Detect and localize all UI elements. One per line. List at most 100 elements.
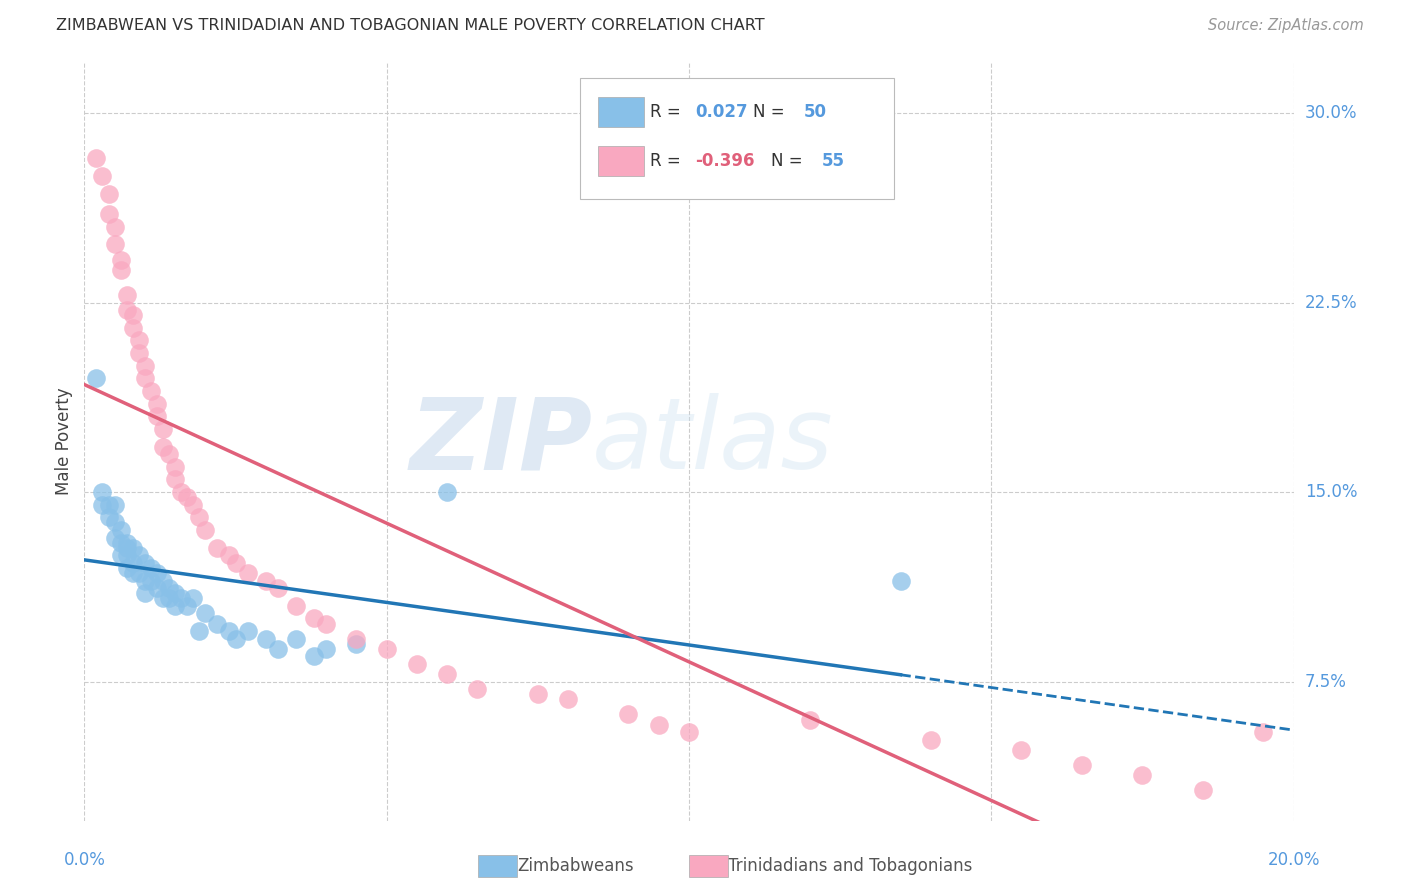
Point xyxy=(115,561,138,575)
Point xyxy=(207,541,229,555)
Point xyxy=(315,641,337,656)
Point xyxy=(194,523,217,537)
Point xyxy=(152,591,174,606)
Point xyxy=(267,641,290,656)
Point xyxy=(194,607,217,621)
Text: Source: ZipAtlas.com: Source: ZipAtlas.com xyxy=(1208,18,1364,33)
Point xyxy=(165,586,187,600)
Point xyxy=(115,541,138,555)
Text: Trinidadians and Tobagonians: Trinidadians and Tobagonians xyxy=(728,857,973,875)
Point xyxy=(104,498,127,512)
Point xyxy=(104,516,127,530)
Point xyxy=(97,207,120,221)
Point xyxy=(188,624,211,639)
Point xyxy=(86,152,108,166)
Point xyxy=(146,396,169,410)
Text: -0.396: -0.396 xyxy=(695,152,755,170)
Text: R =: R = xyxy=(650,152,686,170)
Point xyxy=(110,262,132,277)
Point xyxy=(188,510,211,524)
Point xyxy=(165,473,187,487)
Point xyxy=(121,566,143,580)
Point xyxy=(128,548,150,563)
Text: 22.5%: 22.5% xyxy=(1305,293,1357,311)
Text: 0.027: 0.027 xyxy=(695,103,748,120)
Point xyxy=(115,288,138,302)
Point xyxy=(346,637,368,651)
Text: 20.0%: 20.0% xyxy=(1267,851,1320,869)
Point xyxy=(146,409,169,424)
Point xyxy=(557,692,579,706)
Point xyxy=(86,371,108,385)
Point xyxy=(1192,783,1215,797)
Point xyxy=(97,510,120,524)
Point xyxy=(134,359,156,373)
Point xyxy=(375,641,398,656)
Point xyxy=(91,498,114,512)
Point xyxy=(436,485,458,500)
Point xyxy=(97,186,120,201)
Point xyxy=(115,303,138,318)
Point xyxy=(1071,758,1094,772)
Point xyxy=(139,561,162,575)
Point xyxy=(115,535,138,549)
Point xyxy=(115,548,138,563)
Point xyxy=(920,732,942,747)
Point xyxy=(181,591,204,606)
Text: 30.0%: 30.0% xyxy=(1305,104,1357,122)
Point xyxy=(91,169,114,184)
Point xyxy=(110,535,132,549)
Y-axis label: Male Poverty: Male Poverty xyxy=(55,388,73,495)
Text: 50: 50 xyxy=(804,103,827,120)
FancyBboxPatch shape xyxy=(599,96,644,127)
Point xyxy=(165,599,187,613)
Point xyxy=(436,667,458,681)
Point xyxy=(152,422,174,436)
Point xyxy=(110,548,132,563)
Text: N =: N = xyxy=(754,103,790,120)
Point xyxy=(218,624,240,639)
Point xyxy=(146,566,169,580)
Text: N =: N = xyxy=(770,152,808,170)
Text: 7.5%: 7.5% xyxy=(1305,673,1347,690)
Text: ZIP: ZIP xyxy=(409,393,592,490)
Point xyxy=(139,384,162,398)
Text: ZIMBABWEAN VS TRINIDADIAN AND TOBAGONIAN MALE POVERTY CORRELATION CHART: ZIMBABWEAN VS TRINIDADIAN AND TOBAGONIAN… xyxy=(56,18,765,33)
Point xyxy=(617,707,640,722)
Text: 0.0%: 0.0% xyxy=(63,851,105,869)
Point xyxy=(134,574,156,588)
Point xyxy=(170,591,193,606)
Point xyxy=(236,624,259,639)
Point xyxy=(225,632,247,646)
Point xyxy=(890,574,912,588)
Point xyxy=(110,252,132,267)
Point xyxy=(121,321,143,335)
Point xyxy=(207,616,229,631)
Point xyxy=(1130,768,1153,782)
Point xyxy=(527,687,550,701)
Point xyxy=(285,599,308,613)
Text: 15.0%: 15.0% xyxy=(1305,483,1357,501)
FancyBboxPatch shape xyxy=(599,145,644,177)
Point xyxy=(104,219,127,234)
Point xyxy=(267,581,290,595)
Point xyxy=(152,440,174,454)
Point xyxy=(104,237,127,252)
Point xyxy=(134,586,156,600)
Point xyxy=(346,632,368,646)
Point xyxy=(799,713,821,727)
Point xyxy=(315,616,337,631)
Point xyxy=(170,485,193,500)
Point xyxy=(157,581,180,595)
Point xyxy=(236,566,259,580)
Point xyxy=(97,498,120,512)
Text: 55: 55 xyxy=(823,152,845,170)
Point xyxy=(176,599,198,613)
Point xyxy=(165,459,187,474)
Point xyxy=(157,447,180,461)
Point xyxy=(1253,725,1275,739)
Point xyxy=(648,717,671,731)
Point xyxy=(128,334,150,348)
Point xyxy=(176,490,198,504)
Point xyxy=(110,523,132,537)
